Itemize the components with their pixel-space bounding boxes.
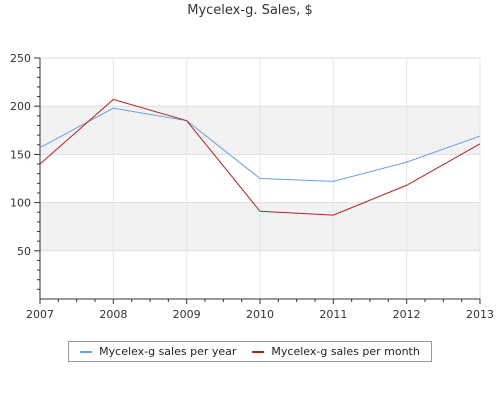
legend-swatch-month <box>252 350 265 353</box>
legend: Mycelex-g sales per year Mycelex-g sales… <box>68 341 432 362</box>
x-tick-label: 2008 <box>99 308 127 321</box>
x-tick-label: 2009 <box>173 308 201 321</box>
tick-labels: 50 100 150 200 250 2007 2008 2009 2010 2011 2012 20… <box>10 52 494 321</box>
x-tick-label: 2011 <box>319 308 347 321</box>
series-line-per-year <box>39 107 481 182</box>
y-tick-label: 150 <box>10 148 31 161</box>
series-line-per-month <box>39 98 481 216</box>
x-tick-label: 2007 <box>26 308 54 321</box>
legend-swatch-year <box>80 350 93 353</box>
chart-title: Mycelex-g. Sales, $ <box>187 3 313 18</box>
x-tick-label: 2013 <box>466 308 494 321</box>
y-tick-label: 250 <box>10 52 31 65</box>
legend-item-year: Mycelex-g sales per year <box>80 345 236 358</box>
legend-item-month: Mycelex-g sales per month <box>252 345 420 358</box>
legend-label-month: Mycelex-g sales per month <box>271 345 420 358</box>
y-tick-label: 200 <box>10 100 31 113</box>
legend-label-year: Mycelex-g sales per year <box>99 345 237 358</box>
y-tick-label: 100 <box>10 197 31 210</box>
x-tick-label: 2010 <box>246 308 274 321</box>
series-lines <box>39 98 481 216</box>
y-tick-label: 50 <box>17 245 31 258</box>
x-tick-label: 2012 <box>393 308 421 321</box>
axes <box>34 57 481 304</box>
